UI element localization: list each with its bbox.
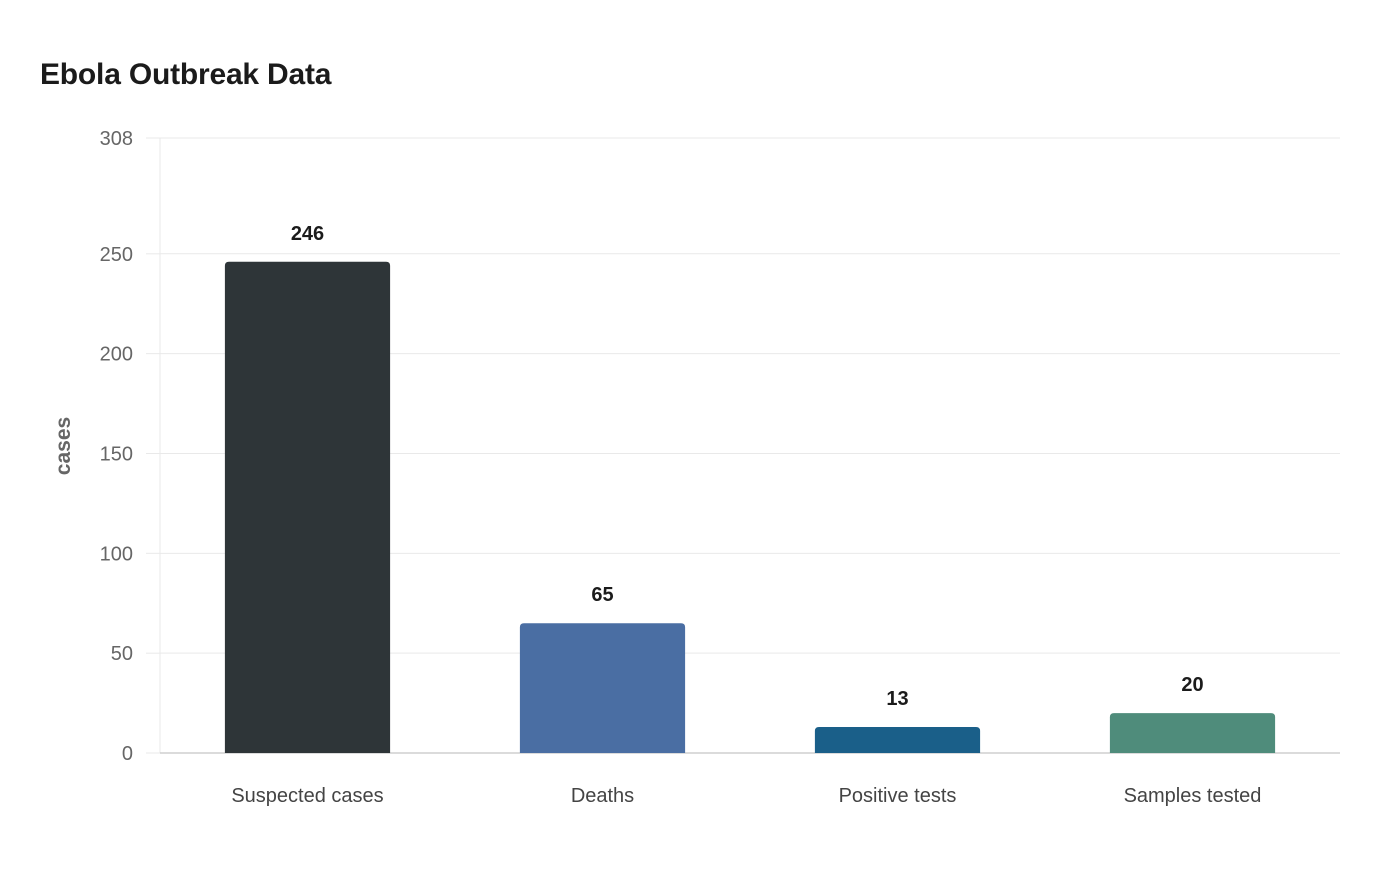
bar-value-label: 20 xyxy=(1181,674,1203,696)
bar-samples-tested xyxy=(1109,713,1276,753)
bar-value-label: 65 xyxy=(591,584,613,606)
x-category-label: Positive tests xyxy=(839,785,957,807)
y-tick-label: 308 xyxy=(100,128,133,150)
x-category-label: Samples tested xyxy=(1124,785,1262,807)
labels: 0 50 100 150 200 250 308 246 Suspected cases 65 De… xyxy=(100,128,1262,807)
bar-positive-tests xyxy=(814,727,981,753)
y-tick-label: 50 xyxy=(111,643,133,665)
bar-value-label: 13 xyxy=(886,688,908,710)
y-tick-label: 0 xyxy=(122,743,133,765)
x-category-label: Deaths xyxy=(571,785,634,807)
bar-suspected-cases xyxy=(224,261,391,753)
bars xyxy=(224,261,1276,753)
bar-value-label: 246 xyxy=(291,223,324,245)
y-tick-label: 200 xyxy=(100,344,133,366)
bar-deaths xyxy=(519,623,686,753)
x-category-label: Suspected cases xyxy=(231,785,383,807)
y-tick-label: 250 xyxy=(100,244,133,266)
chart-title: Ebola Outbreak Data xyxy=(40,58,332,91)
y-tick-label: 100 xyxy=(100,543,133,565)
y-tick-label: 150 xyxy=(100,443,133,465)
y-axis-title: cases xyxy=(52,417,75,475)
